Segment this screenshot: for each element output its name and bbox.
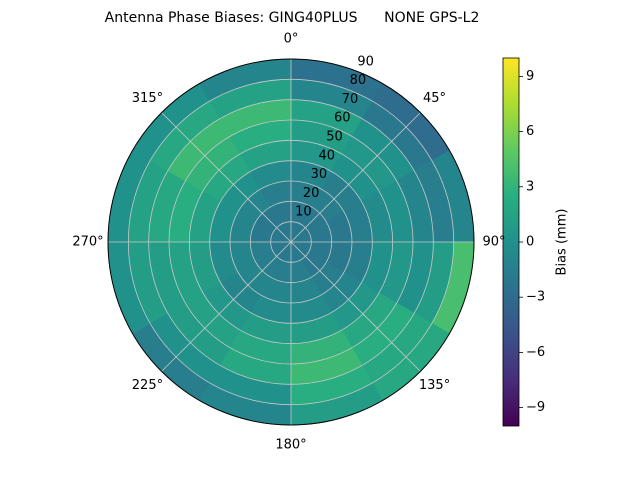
theta-tick-label: 315° [132, 91, 163, 106]
colorbar-tick-label: 3 [526, 179, 534, 194]
theta-tick-label: 180° [275, 438, 306, 453]
r-tick-label: 10 [295, 205, 312, 220]
colorbar-tick-label: 0 [526, 235, 534, 250]
angular-grid-line [290, 241, 421, 372]
colorbar-tick-label: −3 [526, 290, 545, 305]
polar-plot [107, 58, 475, 426]
r-tick-label: 40 [318, 148, 335, 163]
r-tick-label: 30 [311, 167, 328, 182]
r-tick-label: 60 [334, 111, 351, 126]
chart-title: Antenna Phase Biases: GING40PLUS NONE GP… [105, 10, 480, 26]
angular-grid-line [161, 112, 292, 243]
theta-tick-label: 90° [482, 235, 505, 250]
theta-tick-label: 270° [72, 235, 103, 250]
r-tick-label: 90 [357, 54, 374, 69]
colorbar-tick-label: 6 [526, 124, 534, 139]
theta-tick-label: 45° [423, 91, 446, 106]
theta-tick-label: 225° [132, 378, 163, 393]
colorbar-tick-label: −6 [526, 345, 545, 360]
polar-frame [107, 58, 475, 426]
colorbar-tick-label: 9 [526, 69, 534, 84]
r-tick-label: 70 [342, 92, 359, 107]
angular-grid-line [290, 112, 421, 243]
colorbar-tick-label: −9 [526, 400, 545, 415]
colorbar-label: Bias (mm) [555, 209, 570, 276]
angular-grid-line [161, 241, 292, 372]
theta-tick-label: 0° [284, 32, 299, 47]
r-tick-label: 50 [326, 129, 343, 144]
r-tick-label: 20 [303, 186, 320, 201]
theta-tick-label: 135° [419, 378, 450, 393]
r-tick-label: 80 [350, 73, 367, 88]
